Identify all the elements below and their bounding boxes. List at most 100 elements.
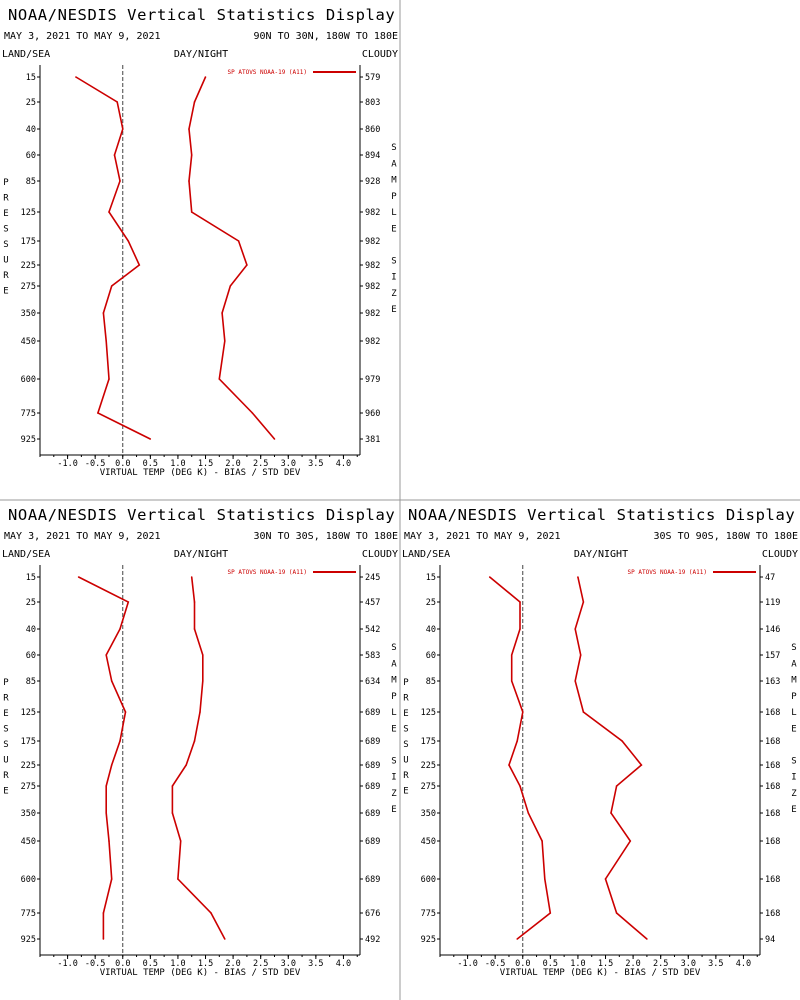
std-dev-point: [224, 340, 226, 342]
std-dev-point: [615, 785, 618, 787]
bias-point: [105, 340, 107, 342]
sample-size-label: 163: [765, 677, 780, 687]
std-dev-point: [237, 240, 240, 242]
pressure-tick-label: 15: [26, 73, 36, 83]
pressure-side-letter: R: [3, 194, 9, 204]
sample-size-label: 457: [365, 598, 380, 608]
sample-size-label: 982: [365, 337, 380, 347]
pressure-tick-label: 350: [21, 309, 36, 319]
pressure-side-letter: P: [3, 178, 9, 188]
pressure-tick-label: 175: [21, 237, 36, 247]
pressure-side-letter: E: [3, 209, 8, 219]
x-tick-label: -0.5: [485, 959, 505, 969]
sample-side-letter: S: [391, 143, 396, 153]
x-tick-label: 0.0: [115, 459, 130, 469]
sample-side-letter: I: [391, 773, 396, 783]
pressure-tick-label: 775: [21, 409, 36, 419]
pressure-tick-label: 450: [21, 337, 36, 347]
bias-point: [119, 628, 121, 630]
bias-point: [108, 840, 110, 842]
x-tick-label: -0.5: [85, 959, 105, 969]
sample-size-label: 689: [365, 809, 380, 819]
pressure-tick-label: 225: [21, 261, 36, 271]
sample-size-label: 689: [365, 782, 380, 792]
pressure-tick-label: 225: [21, 761, 36, 771]
pressure-side-letter: S: [3, 240, 8, 250]
sample-size-label: 168: [765, 809, 780, 819]
pressure-tick-label: 600: [21, 375, 36, 385]
x-tick-label: 2.5: [653, 959, 668, 969]
x-tick-label: 4.0: [336, 959, 351, 969]
sample-size-label: 157: [765, 651, 780, 661]
bias-point: [110, 285, 113, 287]
region-label: 90N TO 30N, 180W TO 180E: [254, 31, 399, 42]
pressure-tick-label: 25: [26, 598, 36, 608]
sample-side-letter: Z: [391, 789, 397, 799]
pressure-tick-label: 125: [21, 208, 36, 218]
x-tick-label: 4.0: [336, 459, 351, 469]
sample-side-letter: S: [791, 756, 796, 766]
std-dev-point: [202, 654, 204, 656]
pressure-tick-label: 15: [426, 573, 436, 583]
pressure-tick-label: 275: [21, 782, 36, 792]
pressure-side-letter: U: [3, 256, 8, 266]
sample-size-label: 542: [365, 625, 380, 635]
bias-point: [127, 240, 130, 242]
pressure-tick-label: 925: [21, 935, 36, 945]
pressure-side-letter: S: [403, 725, 408, 735]
sample-size-label: 94: [765, 935, 775, 945]
sample-size-label: 245: [365, 573, 380, 583]
bias-point: [544, 878, 546, 880]
land-sea-label: LAND/SEA: [2, 549, 50, 560]
sample-side-letter: E: [391, 725, 396, 735]
std-dev-point: [582, 711, 585, 713]
std-dev-point: [190, 211, 193, 213]
sample-side-letter: M: [391, 176, 397, 186]
pressure-tick-label: 350: [21, 809, 36, 819]
pressure-side-letter: E: [403, 787, 408, 797]
x-tick-label: 2.0: [625, 959, 640, 969]
pressure-side-letter: R: [3, 694, 9, 704]
x-tick-label: -1.0: [57, 959, 77, 969]
sample-side-letter: E: [791, 725, 796, 735]
bias-point: [138, 264, 141, 266]
x-tick-label: 1.5: [198, 959, 213, 969]
x-tick-label: -1.0: [57, 459, 77, 469]
bias-point: [105, 812, 107, 814]
x-tick-label: 0.5: [543, 959, 558, 969]
sample-size-label: 982: [365, 282, 380, 292]
bias-point: [110, 878, 113, 880]
sample-size-label: 689: [365, 737, 380, 747]
std-dev-point: [229, 285, 232, 287]
sample-side-letter: A: [391, 659, 397, 669]
std-dev-point: [574, 628, 576, 630]
region-label: 30S TO 90S, 180W TO 180E: [654, 531, 799, 542]
region-label: 30N TO 30S, 180W TO 180E: [254, 531, 399, 542]
sample-side-letter: E: [391, 305, 396, 315]
bias-point: [541, 840, 543, 842]
x-tick-label: 0.5: [143, 959, 158, 969]
date-range: MAY 3, 2021 TO MAY 9, 2021: [404, 531, 561, 542]
land-sea-label: LAND/SEA: [2, 49, 50, 60]
pressure-tick-label: 40: [426, 625, 436, 635]
bias-point: [110, 764, 113, 766]
sample-size-label: 982: [365, 309, 380, 319]
pressure-side-letter: R: [403, 771, 409, 781]
cloudy-label: CLOUDY: [362, 49, 398, 60]
sample-size-label: 634: [365, 677, 380, 687]
pressure-side-letter: S: [3, 225, 8, 235]
pressure-side-letter: E: [3, 787, 8, 797]
x-tick-label: 0.0: [115, 959, 130, 969]
bias-point: [105, 654, 107, 656]
sample-size-label: 928: [365, 177, 380, 187]
sample-side-letter: L: [391, 208, 396, 218]
pressure-tick-label: 175: [21, 737, 36, 747]
pressure-tick-label: 125: [421, 708, 436, 718]
bias-point: [108, 211, 110, 213]
pressure-tick-label: 60: [426, 651, 436, 661]
sample-side-letter: P: [791, 692, 797, 702]
pressure-tick-label: 85: [26, 677, 36, 687]
chart-panel-2: NOAA/NESDIS Vertical Statistics Display M…: [2, 506, 398, 978]
sample-size-label: 960: [365, 409, 380, 419]
chart-panel-3: NOAA/NESDIS Vertical Statistics Display M…: [402, 506, 798, 978]
